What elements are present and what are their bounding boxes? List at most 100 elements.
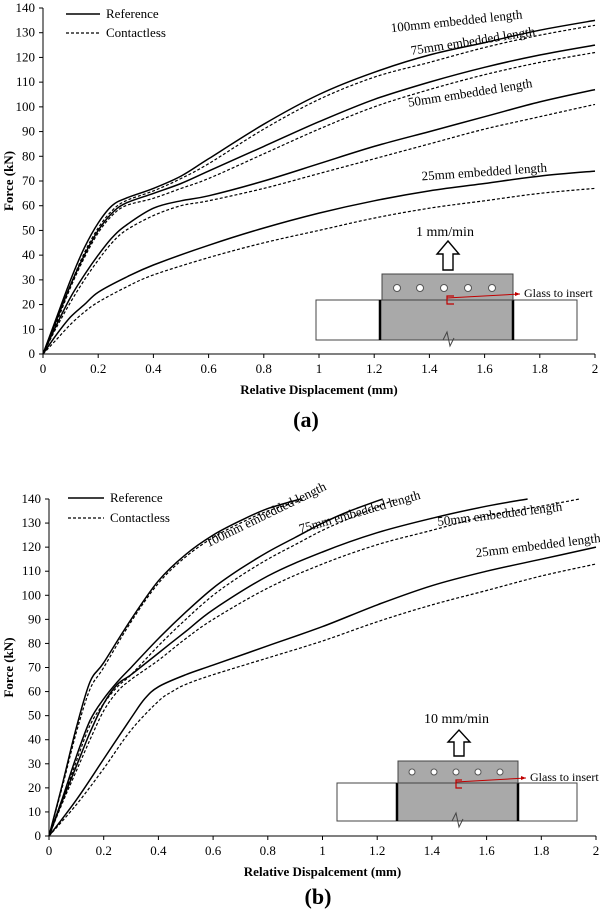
inset-left-block [336, 782, 398, 822]
y-tick-label: 80 [22, 148, 35, 163]
legend-label-contactless: Contactless [110, 510, 170, 525]
series-25mm-contactless-line [42, 187, 596, 355]
x-tick-label: 2 [593, 843, 600, 858]
series-25mm-reference-line [42, 170, 596, 355]
legend-label-reference: Reference [110, 490, 163, 505]
inset-glass-arrowhead [515, 292, 520, 296]
y-tick-label: 0 [35, 828, 42, 843]
series-75mm-reference-line [48, 498, 383, 837]
inset-break-mark [442, 330, 455, 348]
legend-b: Reference Contactless [68, 490, 170, 525]
inset-right-block [517, 782, 578, 822]
y-tick-label: 60 [22, 198, 35, 213]
curves-a [42, 19, 596, 355]
series-75mm-reference-line [42, 44, 596, 355]
y-tick-label: 0 [29, 346, 36, 361]
specimen-inset-a: Glass to insert 1 mm/min [315, 225, 593, 348]
bolt-hole [452, 768, 460, 776]
x-tick-label: 1 [319, 843, 326, 858]
inset-rate-label: 10 mm/min [424, 712, 489, 727]
inset-left-block [315, 299, 381, 341]
y-tick-label: 120 [22, 539, 42, 554]
inset-bolt-holes [393, 284, 496, 292]
series-25mm-reference-line [48, 546, 597, 837]
y-tick-label: 130 [16, 25, 36, 40]
series-25mm-contactless-line [48, 563, 597, 837]
series-100mm-contactless-line [42, 24, 596, 355]
y-tick-label: 40 [28, 732, 41, 747]
inset-glass-bracket [446, 295, 454, 305]
y-tick-label: 20 [22, 297, 35, 312]
y-tick-label: 60 [28, 684, 41, 699]
specimen-inset-b: Glass to insert 10 mm/min [336, 712, 599, 829]
y-tick-label: 10 [22, 321, 35, 336]
series-75mm-contactless-line [48, 498, 397, 837]
y-tick-label: 70 [22, 173, 35, 188]
y-tick-label: 140 [16, 0, 36, 15]
x-tick-label: 0.4 [150, 843, 167, 858]
x-tick-label: 0.4 [145, 361, 162, 376]
y-tick-label: 110 [16, 74, 35, 89]
inset-base-plate [396, 782, 519, 822]
inset-glass-arrow [446, 293, 521, 299]
y-tick-label: 120 [16, 49, 36, 64]
chart-panel-b: 0 0.2 0.4 0.6 0.8 1 1.2 1.4 1.6 1.8 20102030405060… [1, 478, 600, 909]
x-tick-label: 1.6 [478, 843, 495, 858]
y-axis-label: Force (kN) [1, 637, 16, 697]
x-axis-label: Relative Dispalcement (mm) [244, 864, 401, 879]
bolt-hole [393, 284, 401, 292]
inset-glass-bracket [455, 779, 462, 789]
inset-glass-arrowhead [521, 776, 526, 780]
y-tick-label: 30 [22, 272, 35, 287]
curve-label: 25mm embedded length [475, 530, 600, 560]
panel-label-b: (b) [305, 884, 332, 909]
legend-a: Reference Contactless [66, 6, 166, 40]
x-tick-label: 0.2 [90, 361, 106, 376]
y-tick-label: 40 [22, 247, 35, 262]
curve-label: 50mm embedded length [407, 75, 534, 110]
x-tick-label: 2 [592, 361, 599, 376]
series-100mm-contactless-line [48, 498, 307, 837]
y-tick-label: 90 [28, 611, 41, 626]
series-100mm-reference-line [48, 498, 301, 837]
x-tick-label: 1.8 [533, 843, 549, 858]
bolt-hole [474, 768, 482, 776]
series-100mm-reference-line [42, 19, 596, 355]
inset-right-block [512, 299, 578, 341]
x-tick-label: 0.2 [96, 843, 112, 858]
inset-pull-arrow [446, 728, 472, 757]
series-50mm-reference-line [42, 88, 596, 355]
y-tick-label: 20 [28, 780, 41, 795]
y-axis-label: Force (kN) [1, 151, 16, 211]
bolt-hole [488, 284, 496, 292]
series-50mm-contactless-line [48, 498, 580, 837]
x-tick-label: 1.4 [421, 361, 438, 376]
axes-b: 0 0.2 0.4 0.6 0.8 1 1.2 1.4 1.6 1.8 20102030405060… [1, 491, 599, 879]
x-tick-label: 1.2 [369, 843, 385, 858]
x-tick-label: 1.2 [366, 361, 382, 376]
curves-b [48, 498, 597, 837]
axes-a: 0 0.2 0.4 0.6 0.8 1 1.2 1.4 1.6 1.8 20102030405060… [1, 0, 598, 397]
x-tick-label: 0.8 [256, 361, 272, 376]
bolt-hole [440, 284, 448, 292]
y-tick-label: 100 [16, 99, 36, 114]
x-axis-label: Relative Displacement (mm) [240, 382, 397, 397]
x-tick-label: 0 [46, 843, 53, 858]
legend-label-reference: Reference [106, 6, 159, 21]
y-tick-label: 80 [28, 635, 41, 650]
inset-glass-label: Glass to insert [530, 770, 599, 784]
x-tick-label: 1.4 [424, 843, 441, 858]
y-tick-label: 140 [22, 491, 42, 506]
curve-label: 100mm embedded length [203, 478, 329, 550]
y-tick-label: 90 [22, 124, 35, 139]
bolt-hole [496, 768, 504, 776]
inset-glass-label: Glass to insert [524, 286, 593, 300]
inset-pull-arrow [435, 239, 461, 271]
bolt-hole [416, 284, 424, 292]
y-tick-label: 110 [22, 563, 41, 578]
x-tick-label: 0.6 [200, 361, 217, 376]
y-tick-label: 30 [28, 756, 41, 771]
